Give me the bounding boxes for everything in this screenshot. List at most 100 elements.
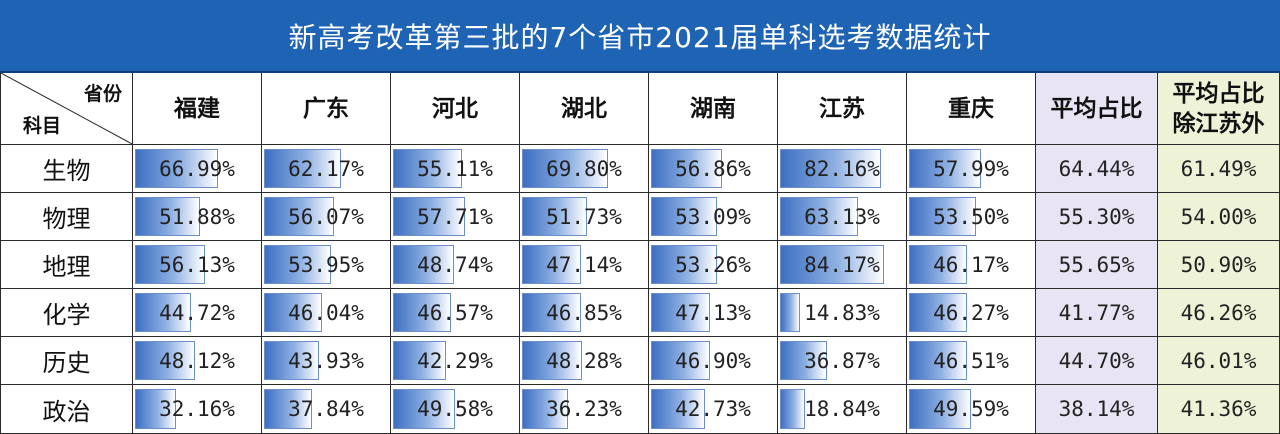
average-excl-jiangsu-label: 50.90% bbox=[1180, 252, 1257, 277]
corner-diagonal bbox=[1, 73, 132, 144]
data-label: 48.28% bbox=[546, 348, 622, 373]
data-bar bbox=[651, 293, 711, 332]
data-bar bbox=[909, 245, 967, 284]
data-label: 53.95% bbox=[288, 252, 364, 277]
data-cell: 46.04% bbox=[262, 289, 391, 337]
data-label: 46.85% bbox=[546, 300, 622, 325]
column-header: 河北 bbox=[391, 73, 520, 145]
row-header: 生物 bbox=[0, 145, 133, 193]
data-cell: 32.16% bbox=[133, 385, 262, 434]
data-cell: 62.17% bbox=[262, 145, 391, 193]
data-bar bbox=[522, 149, 609, 188]
data-label: 84.17% bbox=[804, 252, 880, 277]
data-label: 32.16% bbox=[159, 397, 235, 421]
data-cell: 46.27% bbox=[907, 289, 1036, 337]
data-bar bbox=[780, 245, 884, 284]
data-label: 49.59% bbox=[933, 397, 1009, 421]
row-header: 政治 bbox=[0, 385, 133, 434]
data-label: 55.11% bbox=[417, 156, 493, 181]
data-bar bbox=[393, 389, 455, 429]
column-header: 江苏 bbox=[778, 73, 907, 145]
data-bar bbox=[393, 341, 447, 380]
average-cell: 55.65% bbox=[1036, 241, 1158, 289]
data-cell: 53.26% bbox=[649, 241, 778, 289]
data-label: 44.72% bbox=[159, 300, 235, 325]
data-cell: 36.23% bbox=[520, 385, 649, 434]
corner-top-label: 省份 bbox=[83, 83, 122, 105]
average-cell: 41.77% bbox=[1036, 289, 1158, 337]
data-bar bbox=[651, 245, 718, 284]
data-bar bbox=[522, 389, 568, 429]
data-bar bbox=[909, 197, 976, 236]
average-cell: 38.14% bbox=[1036, 385, 1158, 434]
average-cell: 64.44% bbox=[1036, 145, 1158, 193]
column-header: 平均占比 除江苏外 bbox=[1158, 73, 1280, 145]
data-cell: 36.87% bbox=[778, 337, 907, 385]
data-bar bbox=[135, 341, 196, 380]
data-cell: 51.88% bbox=[133, 193, 262, 241]
data-label: 36.87% bbox=[804, 348, 880, 373]
data-cell: 53.95% bbox=[262, 241, 391, 289]
data-bar bbox=[135, 389, 176, 429]
data-label: 46.17% bbox=[933, 252, 1009, 277]
data-cell: 18.84% bbox=[778, 385, 907, 434]
column-header: 平均占比 bbox=[1036, 73, 1158, 145]
data-cell: 47.14% bbox=[520, 241, 649, 289]
data-cell: 56.86% bbox=[649, 145, 778, 193]
data-cell: 63.13% bbox=[778, 193, 907, 241]
data-cell: 48.28% bbox=[520, 337, 649, 385]
data-label: 47.13% bbox=[675, 300, 751, 325]
data-cell: 37.84% bbox=[262, 385, 391, 434]
data-label: 53.26% bbox=[675, 252, 751, 277]
data-label: 46.51% bbox=[933, 348, 1009, 373]
corner-cell: 省份 科目 bbox=[0, 73, 133, 145]
data-bar bbox=[522, 197, 587, 236]
data-label: 63.13% bbox=[804, 204, 880, 229]
data-label: 57.99% bbox=[933, 156, 1009, 181]
data-bar bbox=[651, 389, 705, 429]
column-header: 湖北 bbox=[520, 73, 649, 145]
average-excl-jiangsu-label: 54.00% bbox=[1180, 204, 1257, 229]
average-excl-jiangsu-cell: 46.01% bbox=[1158, 337, 1280, 385]
data-label: 42.73% bbox=[675, 397, 751, 421]
average-excl-jiangsu-cell: 61.49% bbox=[1158, 145, 1280, 193]
row-header: 历史 bbox=[0, 337, 133, 385]
data-cell: 49.59% bbox=[907, 385, 1036, 434]
data-bar bbox=[135, 245, 205, 284]
data-cell: 46.51% bbox=[907, 337, 1036, 385]
data-label: 43.93% bbox=[288, 348, 364, 373]
column-header: 广东 bbox=[262, 73, 391, 145]
data-bar bbox=[909, 389, 971, 429]
data-label: 82.16% bbox=[804, 156, 880, 181]
data-label: 14.83% bbox=[804, 300, 880, 325]
data-label: 48.74% bbox=[417, 252, 493, 277]
data-label: 51.73% bbox=[546, 204, 622, 229]
data-cell: 49.58% bbox=[391, 385, 520, 434]
data-cell: 48.74% bbox=[391, 241, 520, 289]
data-label: 46.57% bbox=[417, 300, 493, 325]
data-bar bbox=[264, 197, 334, 236]
data-bar bbox=[651, 149, 722, 188]
data-label: 48.12% bbox=[159, 348, 235, 373]
data-label: 46.27% bbox=[933, 300, 1009, 325]
data-bar bbox=[264, 293, 322, 332]
data-bar bbox=[651, 197, 718, 236]
average-excl-jiangsu-label: 46.26% bbox=[1180, 300, 1257, 325]
average-label: 41.77% bbox=[1058, 300, 1135, 325]
data-bar bbox=[135, 149, 219, 188]
data-cell: 57.99% bbox=[907, 145, 1036, 193]
data-bar bbox=[909, 293, 967, 332]
data-label: 51.88% bbox=[159, 204, 235, 229]
data-label: 46.90% bbox=[675, 348, 751, 373]
data-bar bbox=[522, 341, 583, 380]
data-cell: 46.90% bbox=[649, 337, 778, 385]
data-bar bbox=[393, 149, 462, 188]
average-label: 44.70% bbox=[1058, 348, 1135, 373]
data-cell: 82.16% bbox=[778, 145, 907, 193]
average-excl-jiangsu-label: 41.36% bbox=[1180, 397, 1257, 421]
row-header: 物理 bbox=[0, 193, 133, 241]
data-grid: 省份 科目 福建 广东 河北 湖北 湖南 江苏 重庆 平均占比 平均占比 除江苏外 生物 66.99% 6… bbox=[0, 73, 1280, 434]
data-bar bbox=[780, 389, 805, 429]
data-cell: 42.73% bbox=[649, 385, 778, 434]
